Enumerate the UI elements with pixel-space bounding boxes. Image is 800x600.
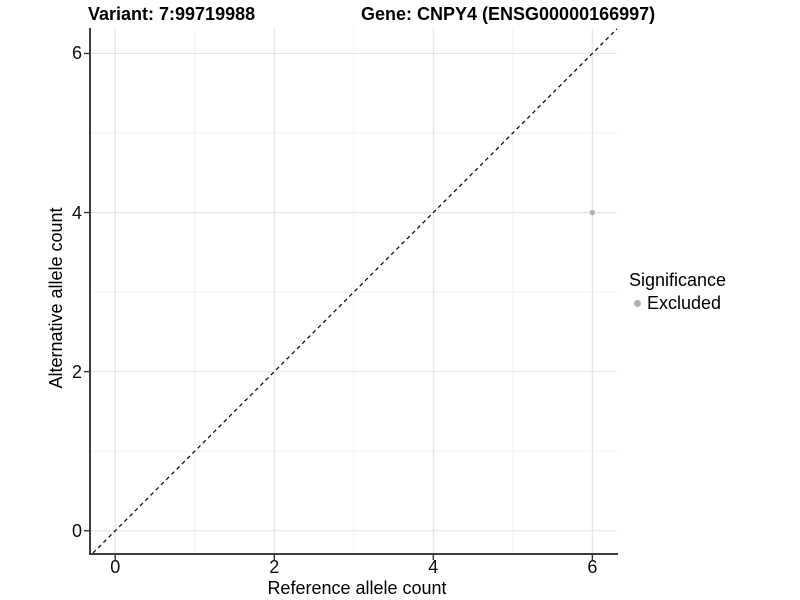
legend-title: Significance (629, 270, 727, 290)
y-tick-label: 2 (71, 361, 82, 382)
y-tick-label: 0 (71, 520, 82, 541)
legend-entries: Excluded (629, 293, 726, 313)
x-tick-label: 6 (587, 557, 598, 577)
legend-entry-label: Excluded (647, 293, 722, 313)
legend-key-dot-icon (634, 299, 641, 307)
x-axis-title: Reference allele count (267, 578, 447, 598)
x-tick-label: 4 (428, 557, 439, 577)
plot-title-variant: Variant: 7:99719988 (88, 4, 256, 24)
identity-line (92, 28, 618, 554)
legend-entry: Excluded (629, 293, 726, 313)
y-tick-label: 4 (71, 202, 82, 223)
legend: Significance Excluded (629, 270, 726, 313)
x-tick-label: 0 (110, 557, 121, 577)
plot-title-gene: Gene: CNPY4 (ENSG00000166997) (361, 4, 656, 24)
y-tick-label: 6 (71, 43, 82, 64)
x-tick-label: 2 (269, 557, 280, 577)
data-point (589, 209, 596, 216)
